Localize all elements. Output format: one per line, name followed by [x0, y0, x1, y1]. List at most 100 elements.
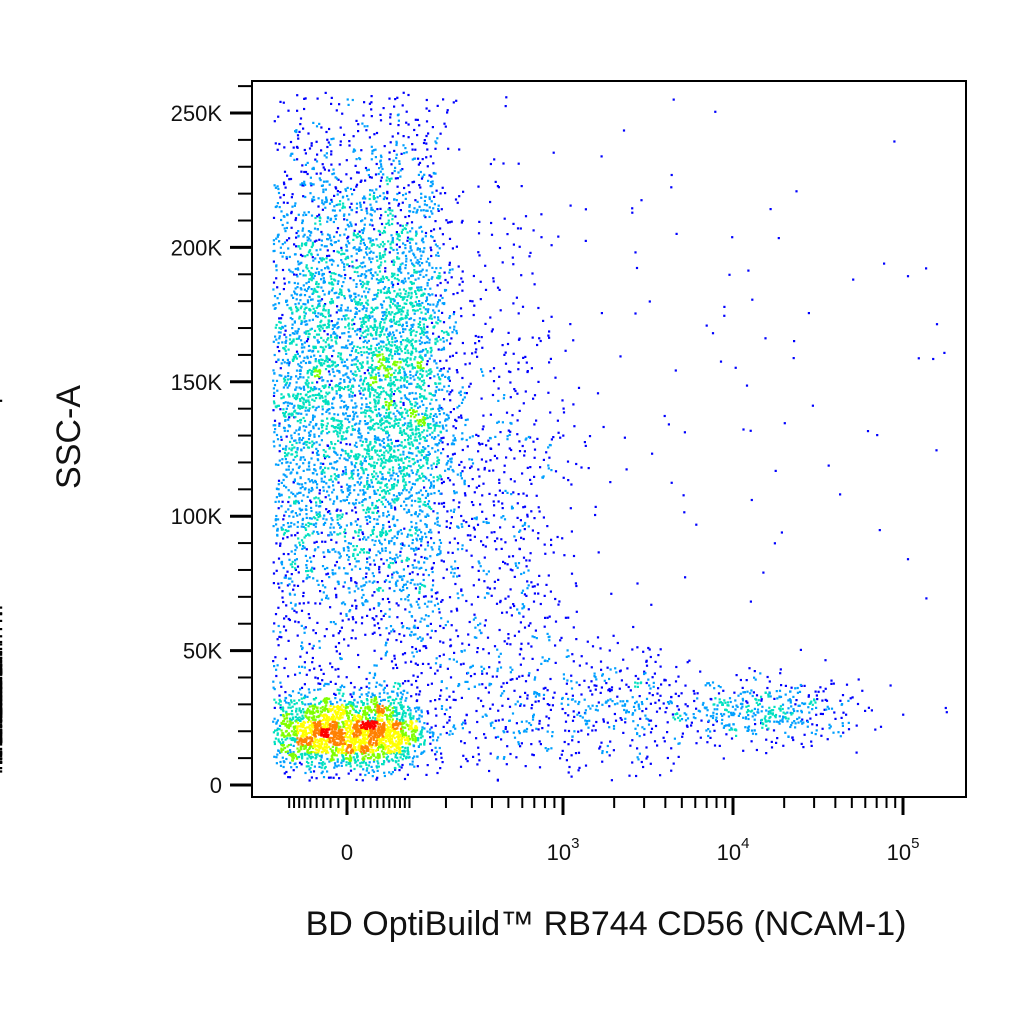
event-dot: [402, 135, 405, 138]
event-dot: [302, 274, 305, 277]
event-dot: [412, 309, 415, 312]
event-dot: [392, 494, 395, 497]
event-dot: [350, 342, 353, 346]
event-dot: [488, 587, 492, 590]
event-dot: [537, 532, 540, 535]
event-dot: [335, 495, 339, 498]
event-dot: [320, 477, 323, 480]
event-dot: [278, 320, 281, 324]
event-dot: [367, 551, 370, 554]
event-dot: [365, 129, 368, 132]
event-dot: [390, 390, 393, 393]
event-dot: [413, 269, 416, 272]
event-dot: [439, 266, 442, 270]
event-dot: [327, 343, 330, 346]
event-dot: [288, 583, 291, 586]
event-dot: [307, 211, 310, 214]
event-dot: [365, 572, 368, 575]
event-dot: [311, 256, 314, 259]
event-dot: [409, 494, 412, 497]
event-dot: [333, 473, 336, 476]
event-dot: [437, 407, 440, 411]
event-dot: [370, 206, 373, 209]
event-dot: [340, 253, 343, 256]
event-dot: [309, 390, 312, 393]
event-dot: [384, 652, 388, 655]
event-dot: [360, 249, 363, 252]
event-dot: [362, 229, 365, 232]
event-dot: [380, 261, 383, 264]
event-dot: [421, 584, 424, 587]
event-dot: [293, 500, 296, 503]
event-dot: [482, 520, 485, 523]
event-dot: [421, 175, 424, 178]
event-dot: [385, 327, 388, 330]
event-dot: [549, 357, 552, 360]
event-dot: [297, 234, 300, 237]
event-dot: [358, 422, 361, 425]
event-dot: [410, 514, 413, 517]
event-dot: [376, 392, 379, 395]
event-dot: [308, 517, 311, 520]
event-dot: [465, 392, 468, 395]
event-dot: [300, 641, 304, 644]
event-dot: [381, 598, 384, 601]
event-dot: [334, 572, 337, 575]
event-dot: [449, 326, 452, 329]
event-dot: [368, 176, 372, 179]
event-dot: [421, 158, 424, 161]
event-dot: [285, 445, 288, 448]
event-dot: [460, 401, 464, 404]
event-dot: [512, 302, 515, 305]
event-dot: [323, 555, 326, 558]
event-dot: [426, 209, 429, 212]
event-dot: [324, 450, 327, 453]
event-dot: [368, 671, 371, 675]
event-dot: [381, 473, 384, 476]
event-dot: [327, 549, 330, 552]
event-dot: [299, 476, 302, 479]
event-dot: [309, 239, 312, 242]
event-dot: [375, 200, 378, 203]
event-dot: [299, 375, 302, 378]
event-dot: [370, 351, 373, 354]
event-dot: [354, 363, 358, 366]
event-dot: [412, 626, 415, 629]
event-dot: [398, 370, 401, 373]
event-dot: [365, 519, 368, 522]
event-dot: [382, 467, 385, 470]
event-dot: [355, 545, 358, 548]
event-dot: [419, 304, 422, 307]
event-dot: [411, 367, 414, 370]
event-dot: [425, 341, 428, 344]
event-dot: [377, 436, 380, 439]
event-dot: [363, 351, 366, 354]
event-dot: [428, 506, 431, 510]
event-dot: [396, 277, 399, 281]
event-dot: [361, 197, 365, 200]
event-dot: [480, 665, 483, 668]
event-dot: [409, 327, 412, 330]
event-dot: [302, 127, 305, 130]
event-dot: [337, 474, 340, 477]
event-dot: [430, 249, 433, 252]
event-dot: [307, 613, 310, 616]
event-dot: [448, 221, 451, 224]
event-dot: [522, 615, 525, 618]
event-dot: [348, 563, 351, 566]
event-dot: [417, 277, 420, 280]
event-dot: [380, 379, 383, 382]
event-dot: [277, 488, 280, 491]
event-dot: [405, 257, 408, 260]
event-dot: [410, 630, 413, 634]
event-dot: [287, 500, 290, 504]
event-dot: [306, 384, 309, 387]
event-dot: [394, 337, 397, 340]
event-dot: [301, 485, 304, 489]
event-dot: [326, 180, 329, 183]
event-dot: [303, 311, 306, 314]
event-dot: [351, 372, 354, 375]
event-dot: [341, 112, 344, 115]
event-dot: [392, 331, 395, 334]
event-dot: [434, 450, 437, 453]
